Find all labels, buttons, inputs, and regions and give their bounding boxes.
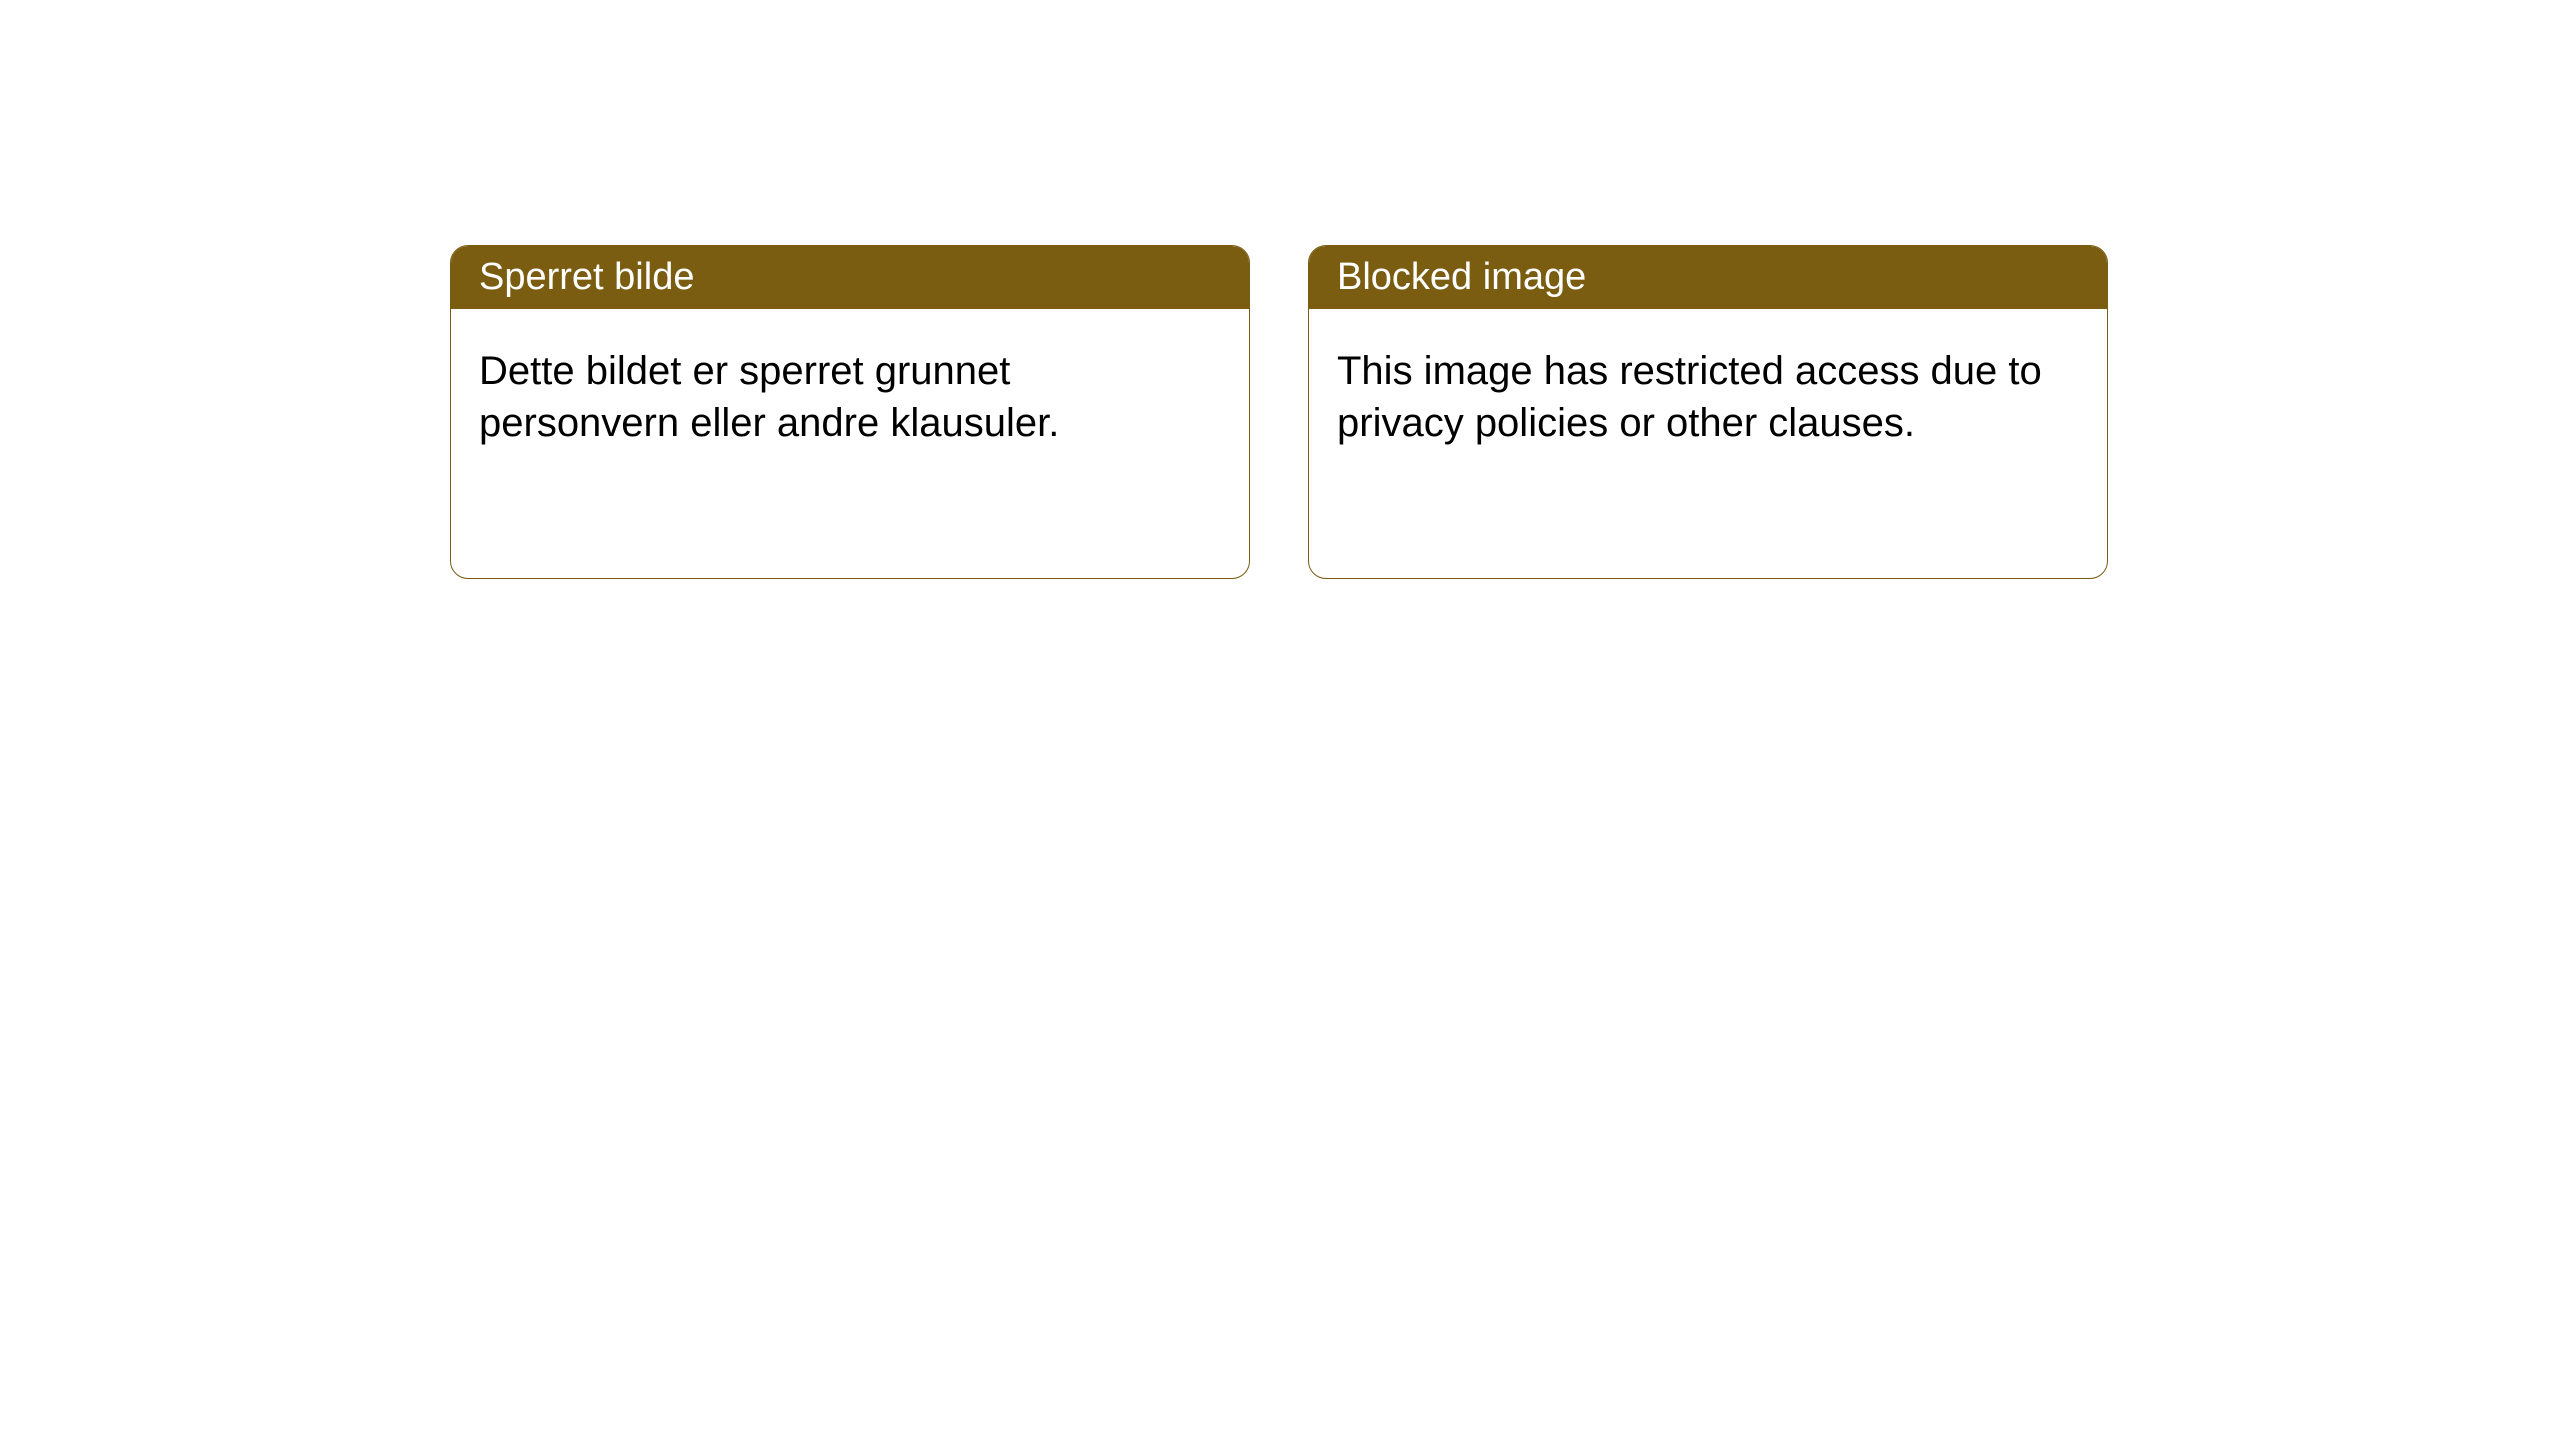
card-title: Blocked image bbox=[1337, 256, 1586, 298]
notice-card-english: Blocked image This image has restricted … bbox=[1308, 245, 2108, 579]
card-header: Blocked image bbox=[1309, 246, 2107, 309]
card-body-text: Dette bildet er sperret grunnet personve… bbox=[479, 349, 1059, 445]
card-body: This image has restricted access due to … bbox=[1309, 309, 2107, 485]
card-body-text: This image has restricted access due to … bbox=[1337, 349, 2042, 445]
notice-container: Sperret bilde Dette bildet er sperret gr… bbox=[0, 0, 2560, 579]
card-body: Dette bildet er sperret grunnet personve… bbox=[451, 309, 1249, 485]
card-title: Sperret bilde bbox=[479, 256, 694, 298]
card-header: Sperret bilde bbox=[451, 246, 1249, 309]
notice-card-norwegian: Sperret bilde Dette bildet er sperret gr… bbox=[450, 245, 1250, 579]
